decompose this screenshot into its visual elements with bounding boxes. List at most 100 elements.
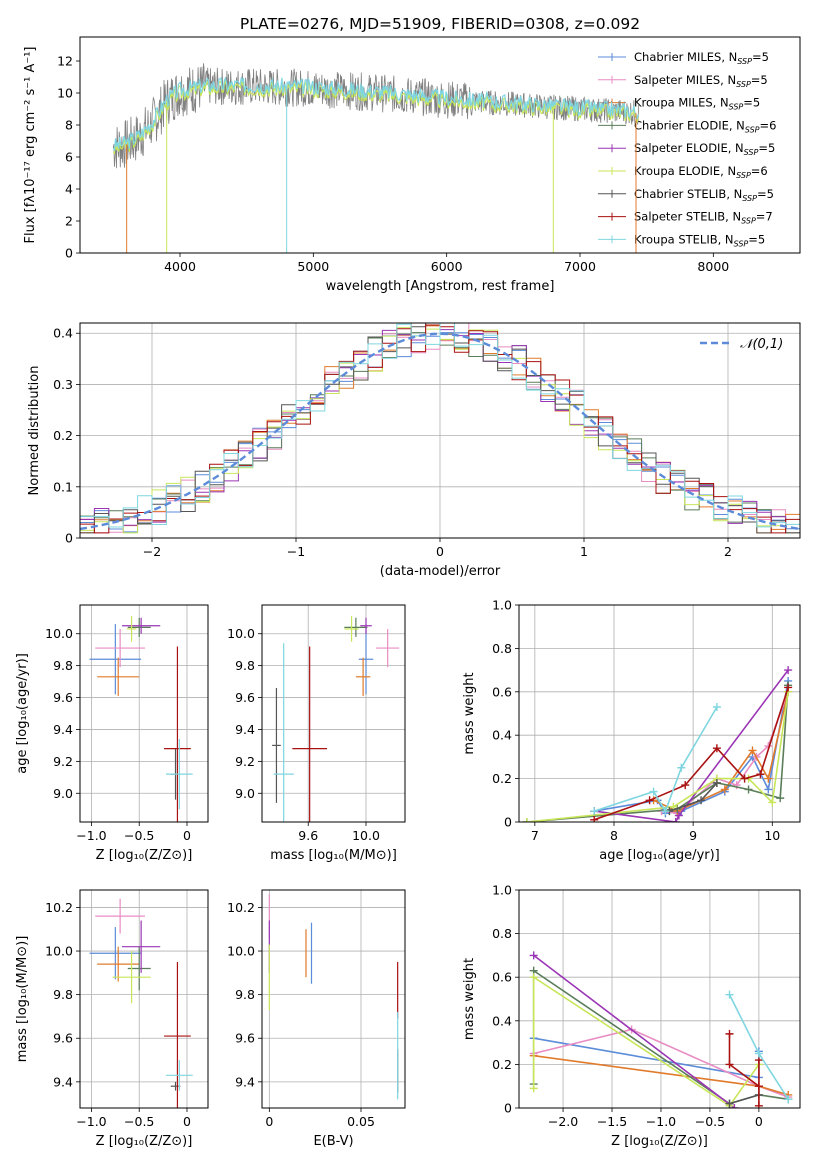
tick-label-x: 0 xyxy=(183,828,191,843)
legend-label: Chabrier ELODIE, NSSP=6 xyxy=(634,118,776,134)
weight-point-cyan xyxy=(661,807,670,816)
tick-label-y: 0 xyxy=(504,815,512,830)
tick-label-y: 9.0 xyxy=(53,786,73,801)
weight-point-red xyxy=(712,744,721,753)
tick-label-x: 10 xyxy=(764,828,780,843)
legend-label: Kroupa MILES, NSSP=5 xyxy=(634,96,760,112)
tick-label-x: 6000 xyxy=(431,259,463,274)
tick-label-y: 10 xyxy=(57,86,73,101)
tick-label-y: 9.6 xyxy=(53,1031,73,1046)
x-axis-label: age [log₁₀(age/yr)] xyxy=(599,848,720,863)
weight-point-cyan xyxy=(677,763,686,772)
tick-label-x: −1.5 xyxy=(597,1114,627,1129)
plot-area-Z-weight xyxy=(529,951,793,1108)
weight-point-cyan xyxy=(725,990,734,999)
weight-point-darkgreen xyxy=(744,785,753,794)
chart-Z-weight: −2.0 −1.5 −1.0 −0.5 0 0 0.2 0.4 0.6 0.8 1.0 Z [log₁… xyxy=(462,883,801,1149)
weight-point-red xyxy=(725,1060,734,1069)
legend-label: Kroupa ELODIE, NSSP=6 xyxy=(634,164,768,180)
x-axis-label: Z [log₁₀(Z/Z⊙)] xyxy=(96,848,193,863)
weight-point-gray xyxy=(712,778,721,787)
tick-label-x: −0.5 xyxy=(695,1114,725,1129)
weight-point-cyan xyxy=(649,787,658,796)
plot-area-age-weight xyxy=(522,666,793,822)
axes-frame xyxy=(261,604,406,823)
tick-label-y: 9.8 xyxy=(53,658,73,673)
tick-label-x: 8 xyxy=(610,828,618,843)
tick-label-x: 7000 xyxy=(564,259,596,274)
tick-label-x: −1 xyxy=(287,544,305,559)
weight-point-red xyxy=(784,683,793,692)
tick-label-x: 9.6 xyxy=(298,828,318,843)
tick-label-y: 0 xyxy=(65,531,73,546)
plot-area-mass-age xyxy=(272,616,400,822)
tick-label-y: 0 xyxy=(504,1101,512,1116)
weight-point-lime xyxy=(768,798,777,807)
y-axis-label: mass weight xyxy=(462,958,477,1040)
tick-label-y: 0 xyxy=(65,246,73,261)
tick-label-x: −0.5 xyxy=(124,1114,154,1129)
y-axis-label: age [log₁₀(age/yr)] xyxy=(15,653,30,774)
legend-label: Chabrier MILES, NSSP=5 xyxy=(634,50,769,66)
plot-area-residuals xyxy=(80,323,800,534)
weight-point-darkgreen xyxy=(776,794,785,803)
weight-point-blue xyxy=(764,785,773,794)
weight-point-red xyxy=(754,1082,763,1091)
y-axis-label: mass [log₁₀(M/M⊙)] xyxy=(15,936,30,1063)
chart-age-weight: 7 8 9 10 0 0.2 0.4 0.6 0.8 1.0 age [log₁₀(age/yr)]… xyxy=(462,598,801,863)
tick-label-y: 10.2 xyxy=(45,900,73,915)
weight-line-lime xyxy=(532,975,760,1107)
axes-frame xyxy=(79,322,801,539)
weight-line-lime xyxy=(526,691,789,822)
tick-label-y: 4 xyxy=(65,182,73,197)
x-axis-label: mass [log₁₀(M/M⊙)] xyxy=(270,848,397,863)
tick-label-y: 0.2 xyxy=(53,428,73,443)
tick-label-x: 0 xyxy=(183,1114,191,1129)
axes-frame xyxy=(518,604,801,823)
tick-label-y: 0.6 xyxy=(492,970,512,985)
chart-mass-age: 9.6 10.0 9.0 9.2 9.4 9.6 9.8 10.0 mass [log₁₀(M/… xyxy=(227,604,406,863)
axes-frame xyxy=(79,889,209,1109)
weight-point-lime xyxy=(529,1084,538,1093)
plot-area-Z-mass xyxy=(89,898,193,1108)
tick-label-y: 9.4 xyxy=(53,1074,73,1089)
tick-label-y: 9.2 xyxy=(235,754,255,769)
weight-point-cyan xyxy=(754,1049,763,1058)
axes-frame xyxy=(261,889,406,1109)
tick-label-y: 0.2 xyxy=(492,771,512,786)
tick-label-x: −0.5 xyxy=(124,828,154,843)
tick-label-y: 9.8 xyxy=(53,987,73,1002)
weight-point-lime xyxy=(522,818,531,822)
x-axis-label: wavelength [Angstrom, rest frame] xyxy=(326,279,555,294)
tick-label-x: 0 xyxy=(755,1114,763,1129)
plot-area-ebv-mass xyxy=(268,894,399,1100)
tick-label-x: −1.0 xyxy=(76,1114,106,1129)
tick-label-y: 9.6 xyxy=(235,1031,255,1046)
legend-label: Chabrier STELIB, NSSP=5 xyxy=(634,187,774,203)
weight-point-red xyxy=(756,770,765,779)
axes-frame xyxy=(79,36,801,254)
tick-label-x: 9 xyxy=(689,828,697,843)
tick-label-x: −1.0 xyxy=(646,1114,676,1129)
tick-label-x: 1 xyxy=(580,544,588,559)
spectrum-data-line xyxy=(112,63,640,169)
tick-label-y: 9.0 xyxy=(235,786,255,801)
tick-label-x: −2 xyxy=(143,544,161,559)
x-axis-label: (data-model)/error xyxy=(380,564,501,579)
tick-label-x: −2.0 xyxy=(548,1114,578,1129)
tick-label-y: 0.1 xyxy=(53,479,73,494)
weight-point-cyan xyxy=(712,702,721,711)
tick-label-x: 10.0 xyxy=(352,828,380,843)
tick-label-y: 1.0 xyxy=(492,598,512,613)
x-axis-label: Z [log₁₀(Z/Z⊙)] xyxy=(611,1134,708,1149)
tick-label-y: 9.2 xyxy=(53,754,73,769)
weight-point-orange xyxy=(764,774,773,783)
tick-label-y: 9.6 xyxy=(235,690,255,705)
weight-line-purple xyxy=(533,954,735,1108)
tick-label-y: 12 xyxy=(57,54,73,69)
legend-label: Kroupa STELIB, NSSP=5 xyxy=(634,232,765,248)
chart-residuals: −2 −1 0 1 2 0 0.1 0.2 0.3 0.4 𝒩(0,1) (data-model)/e… xyxy=(27,322,801,579)
weight-line-pink xyxy=(533,1028,789,1098)
weight-point-purple xyxy=(730,1104,739,1108)
